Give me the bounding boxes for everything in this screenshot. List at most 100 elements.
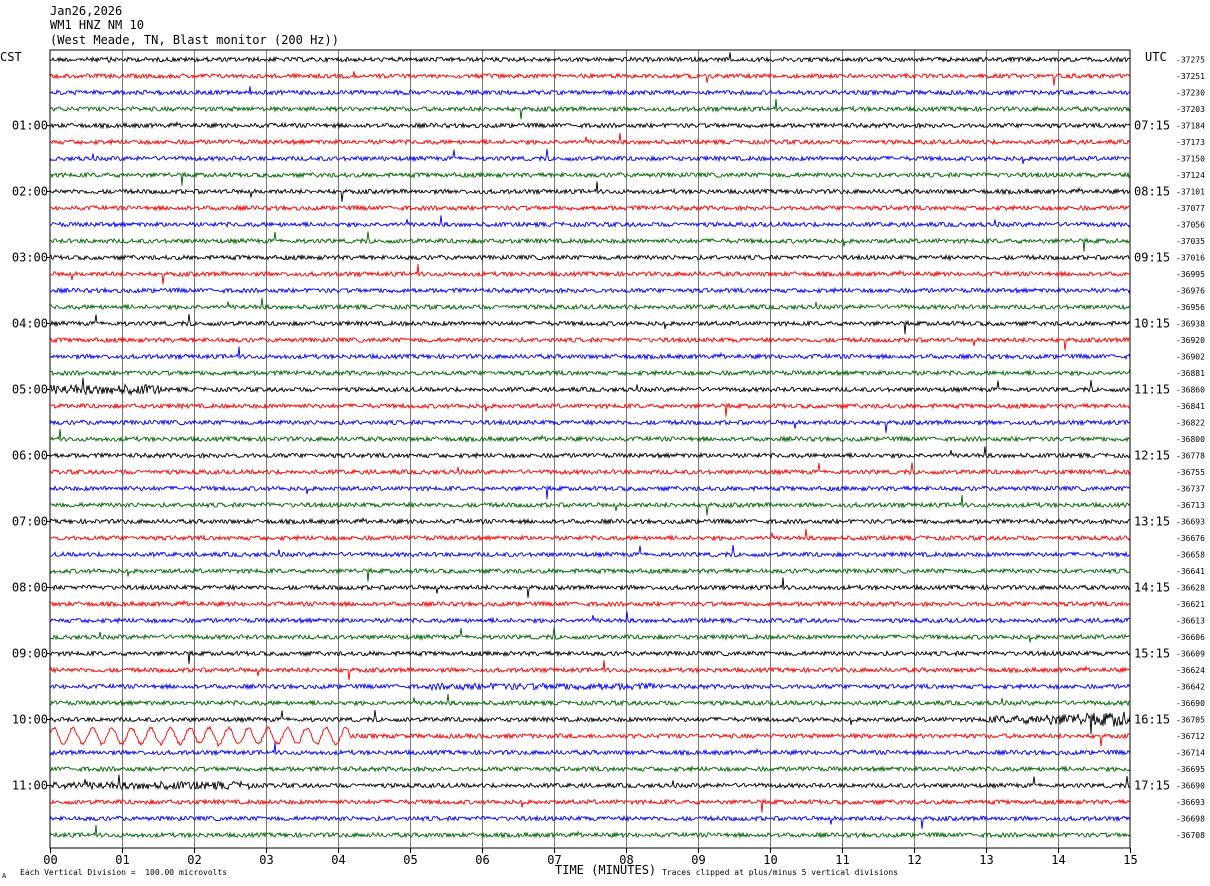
- seismic-trace: [49, 528, 1131, 542]
- x-tick-label: 12: [907, 853, 921, 867]
- row-offset-label: -36778: [1176, 452, 1205, 461]
- row-offset-label: -37184: [1176, 122, 1205, 131]
- seismic-trace: [49, 367, 1131, 377]
- seismic-trace: [49, 264, 1131, 285]
- row-offset-label: -36841: [1176, 402, 1205, 411]
- seismic-trace: [49, 171, 1131, 186]
- left-hour-label: 06:00: [12, 449, 48, 463]
- seismic-trace: [49, 725, 1131, 748]
- right-hour-label: 10:15: [1134, 317, 1170, 331]
- seismic-trace: [49, 429, 1131, 443]
- row-offset-label: -36800: [1176, 435, 1205, 444]
- seismic-trace: [49, 627, 1131, 643]
- row-offset-label: -36606: [1176, 633, 1205, 642]
- right-timezone-label: UTC: [1145, 50, 1167, 64]
- x-tick-label: 15: [1123, 853, 1137, 867]
- seismic-trace: [49, 516, 1131, 526]
- clip-note: Traces clipped at plus/minus 5 vertical …: [662, 868, 899, 877]
- row-offset-label: -36881: [1176, 369, 1205, 378]
- row-offset-label: -36698: [1176, 815, 1205, 824]
- row-offset-label: -36705: [1176, 716, 1205, 725]
- row-offset-label: -37173: [1176, 138, 1205, 147]
- row-offset-label: -37203: [1176, 105, 1205, 114]
- right-hour-label: 08:15: [1134, 185, 1170, 199]
- row-offset-label: -36658: [1176, 551, 1205, 560]
- left-timezone-label: CST: [0, 50, 22, 64]
- seismic-trace: [49, 86, 1131, 97]
- seismic-trace: [49, 649, 1131, 665]
- seismic-trace: [49, 495, 1131, 516]
- row-offset-label: -37275: [1176, 56, 1205, 65]
- row-offset-label: -37101: [1176, 188, 1205, 197]
- seismic-trace: [49, 215, 1131, 229]
- row-offset-label: -36712: [1176, 732, 1205, 741]
- seismic-trace: [49, 710, 1131, 735]
- x-tick-label: 11: [835, 853, 849, 867]
- seismic-trace: [49, 462, 1131, 476]
- row-offset-label: -36693: [1176, 518, 1205, 527]
- seismic-trace: [49, 599, 1131, 608]
- row-offset-label: -36822: [1176, 419, 1205, 428]
- seismic-trace: [49, 484, 1131, 500]
- x-tick-label: 13: [979, 853, 993, 867]
- right-hour-label: 09:15: [1134, 251, 1170, 265]
- seismic-trace: [49, 742, 1131, 757]
- row-offset-label: -36628: [1176, 584, 1205, 593]
- seismic-trace: [49, 253, 1131, 262]
- x-tick-label: 03: [259, 853, 273, 867]
- row-offset-label: -37016: [1176, 254, 1205, 263]
- left-hour-label: 04:00: [12, 317, 48, 331]
- seismic-trace: [49, 231, 1131, 252]
- row-offset-label: -36976: [1176, 287, 1205, 296]
- row-offset-label: -37035: [1176, 237, 1205, 246]
- row-offset-label: -36714: [1176, 749, 1205, 758]
- seismic-trace: [49, 693, 1131, 707]
- row-offset-label: -36693: [1176, 798, 1205, 807]
- seismic-trace: [49, 577, 1131, 598]
- seismic-trace: [49, 402, 1131, 417]
- corner-mark: A: [2, 872, 7, 880]
- right-hour-label: 13:15: [1134, 515, 1170, 529]
- row-offset-label: -36642: [1176, 683, 1205, 692]
- seismic-trace: [49, 346, 1131, 361]
- right-hour-label: 15:15: [1134, 647, 1170, 661]
- left-hour-label: 07:00: [12, 515, 48, 529]
- seismic-trace: [49, 567, 1131, 582]
- seismic-trace: [49, 181, 1131, 202]
- seismic-trace: [49, 52, 1131, 64]
- seismic-trace: [49, 204, 1131, 212]
- row-offset-label: -36624: [1176, 666, 1205, 675]
- seismic-trace: [49, 132, 1131, 146]
- seismic-trace: [49, 297, 1131, 311]
- seismic-trace: [49, 814, 1131, 829]
- x-tick-label: 02: [187, 853, 201, 867]
- row-offset-label: -37056: [1176, 221, 1205, 230]
- seismic-trace: [49, 377, 1131, 397]
- seismic-trace: [49, 99, 1131, 120]
- row-offset-label: -36695: [1176, 765, 1205, 774]
- left-hour-label: 09:00: [12, 647, 48, 661]
- x-tick-label: 06: [475, 853, 489, 867]
- x-tick-label: 04: [331, 853, 345, 867]
- right-hour-label: 07:15: [1134, 119, 1170, 133]
- x-tick-label: 07: [547, 853, 561, 867]
- seismic-trace: [49, 71, 1131, 86]
- row-offset-label: -36755: [1176, 468, 1205, 477]
- row-offset-label: -36713: [1176, 501, 1205, 510]
- row-offset-label: -36938: [1176, 320, 1205, 329]
- row-offset-label: -36690: [1176, 782, 1205, 791]
- left-hour-label: 05:00: [12, 383, 48, 397]
- row-offset-label: -36956: [1176, 303, 1205, 312]
- right-hour-label: 17:15: [1134, 779, 1170, 793]
- seismic-trace: [49, 681, 1131, 692]
- seismic-trace: [49, 545, 1131, 559]
- x-tick-label: 10: [763, 853, 777, 867]
- seismic-trace: [49, 798, 1131, 813]
- row-offset-label: -37150: [1176, 155, 1205, 164]
- left-hour-label: 01:00: [12, 119, 48, 133]
- x-tick-label: 09: [691, 853, 705, 867]
- seismic-trace: [50, 314, 1131, 335]
- row-offset-label: -36609: [1176, 650, 1205, 659]
- right-hour-label: 11:15: [1134, 383, 1170, 397]
- seismic-trace: [49, 418, 1131, 433]
